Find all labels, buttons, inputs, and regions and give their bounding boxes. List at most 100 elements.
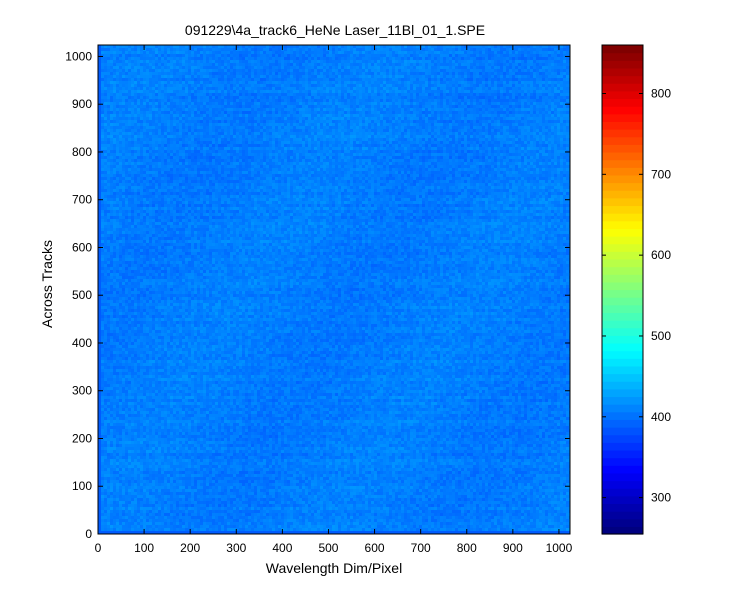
heatmap-cell <box>488 135 491 138</box>
heatmap-cell <box>377 102 380 105</box>
heatmap-cell <box>461 114 464 117</box>
heatmap-cell <box>314 45 317 48</box>
heatmap-cell <box>515 102 518 105</box>
heatmap-cell <box>374 123 377 126</box>
heatmap-cell <box>428 129 431 132</box>
heatmap-cell <box>170 90 173 93</box>
heatmap-cell <box>167 60 170 63</box>
heatmap-cell <box>335 69 338 72</box>
heatmap-cell <box>371 78 374 81</box>
heatmap-cell <box>341 126 344 129</box>
heatmap-cell <box>350 45 353 48</box>
heatmap-cell <box>242 132 245 135</box>
heatmap-cell <box>350 120 353 123</box>
heatmap-cell <box>506 45 509 48</box>
heatmap-cell <box>206 72 209 75</box>
heatmap-cell <box>218 69 221 72</box>
heatmap-cell <box>500 123 503 126</box>
heatmap-cell <box>326 66 329 69</box>
heatmap-cell <box>146 108 149 111</box>
heatmap-cell <box>503 63 506 66</box>
heatmap-cell <box>242 111 245 114</box>
heatmap-cell <box>158 114 161 117</box>
heatmap-cell <box>425 129 428 132</box>
heatmap-cell <box>281 117 284 120</box>
heatmap-cell <box>437 111 440 114</box>
heatmap-cell <box>302 75 305 78</box>
heatmap-cell <box>308 54 311 57</box>
heatmap-cell <box>500 60 503 63</box>
heatmap-cell <box>107 78 110 81</box>
heatmap-cell <box>167 54 170 57</box>
heatmap-cell <box>350 138 353 141</box>
heatmap-cell <box>434 117 437 120</box>
heatmap-cell <box>191 126 194 129</box>
heatmap-cell <box>161 87 164 90</box>
heatmap-cell <box>269 129 272 132</box>
heatmap-cell <box>194 72 197 75</box>
heatmap-cell <box>347 78 350 81</box>
heatmap-cell <box>494 96 497 99</box>
heatmap-cell <box>368 108 371 111</box>
heatmap-cell <box>485 51 488 54</box>
heatmap-cell <box>326 63 329 66</box>
heatmap-cell <box>239 108 242 111</box>
heatmap-cell <box>206 78 209 81</box>
heatmap-cell <box>365 48 368 51</box>
heatmap-cell <box>104 114 107 117</box>
heatmap-cell <box>443 57 446 60</box>
heatmap-cell <box>209 69 212 72</box>
heatmap-cell <box>170 135 173 138</box>
heatmap-cell <box>518 111 521 114</box>
heatmap-cell <box>338 90 341 93</box>
heatmap-cell <box>455 96 458 99</box>
heatmap-cell <box>230 51 233 54</box>
heatmap-cell <box>506 60 509 63</box>
heatmap-cell <box>464 78 467 81</box>
heatmap-cell <box>443 99 446 102</box>
heatmap-cell <box>506 69 509 72</box>
heatmap-cell <box>212 96 215 99</box>
heatmap-cell <box>431 123 434 126</box>
heatmap-cell <box>512 45 515 48</box>
heatmap-cell <box>389 90 392 93</box>
heatmap-cell <box>176 87 179 90</box>
heatmap-cell <box>533 75 536 78</box>
heatmap-cell <box>173 132 176 135</box>
heatmap-cell <box>152 123 155 126</box>
heatmap-cell <box>149 57 152 60</box>
heatmap-cell <box>503 45 506 48</box>
heatmap-cell <box>518 114 521 117</box>
heatmap-cell <box>254 123 257 126</box>
heatmap-cell <box>395 90 398 93</box>
heatmap-cell <box>503 87 506 90</box>
heatmap-cell <box>431 108 434 111</box>
heatmap-cell <box>170 81 173 84</box>
heatmap-cell <box>146 96 149 99</box>
heatmap-cell <box>497 129 500 132</box>
heatmap-cell <box>323 75 326 78</box>
heatmap-cell <box>488 78 491 81</box>
heatmap-cell <box>209 93 212 96</box>
heatmap-cell <box>179 63 182 66</box>
heatmap-cell <box>230 54 233 57</box>
heatmap-cell <box>506 81 509 84</box>
heatmap-cell <box>182 138 185 141</box>
heatmap-cell <box>404 108 407 111</box>
heatmap-cell <box>107 72 110 75</box>
heatmap-cell <box>245 135 248 138</box>
heatmap-cell <box>527 135 530 138</box>
heatmap-cell <box>455 129 458 132</box>
heatmap-cell <box>299 90 302 93</box>
heatmap-cell <box>551 45 554 48</box>
heatmap-cell <box>413 99 416 102</box>
heatmap-cell <box>110 87 113 90</box>
heatmap-cell <box>515 129 518 132</box>
heatmap-cell <box>218 108 221 111</box>
heatmap-cell <box>197 69 200 72</box>
heatmap-cell <box>554 84 557 87</box>
heatmap-cell <box>278 108 281 111</box>
heatmap-cell <box>227 45 230 48</box>
heatmap-cell <box>446 102 449 105</box>
heatmap-cell <box>293 102 296 105</box>
